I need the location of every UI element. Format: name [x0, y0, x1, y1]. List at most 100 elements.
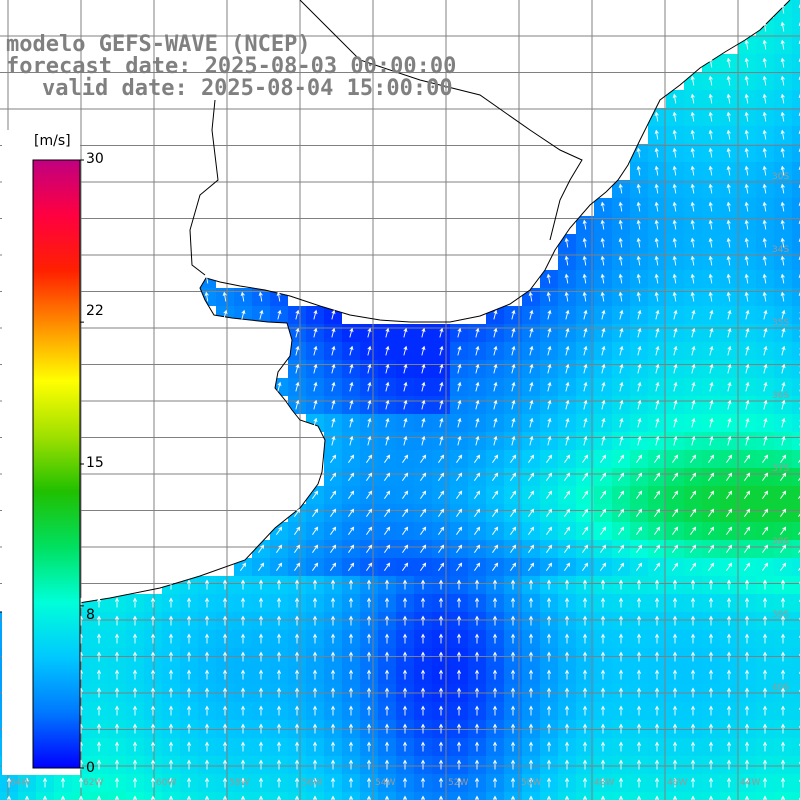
wind-arrow	[475, 327, 480, 338]
wind-arrow	[384, 508, 391, 517]
wind-arrow	[798, 183, 800, 189]
wind-arrow	[654, 795, 660, 800]
wind-arrow	[655, 435, 660, 446]
wind-arrow	[348, 526, 355, 535]
wind-arrow	[474, 633, 480, 644]
wind-arrow	[204, 273, 209, 284]
wind-arrow	[222, 705, 228, 716]
wind-arrow	[618, 669, 624, 680]
wind-arrow	[420, 544, 427, 553]
wind-arrow	[510, 597, 516, 608]
wind-arrow	[564, 562, 571, 571]
latitude-label: 34S	[772, 245, 790, 255]
wind-arrow	[295, 363, 300, 374]
wind-arrow	[222, 741, 228, 752]
wind-arrow	[691, 309, 696, 320]
wind-arrow	[403, 435, 408, 446]
wind-arrow	[582, 454, 589, 463]
wind-arrow	[276, 687, 282, 698]
wind-arrow	[367, 381, 372, 392]
wind-arrow	[546, 651, 552, 662]
wind-arrow	[745, 417, 750, 428]
wind-arrow	[492, 669, 498, 680]
wind-arrow	[456, 454, 463, 463]
wind-arrow	[529, 309, 534, 320]
wind-arrow	[456, 562, 463, 571]
wind-arrow	[780, 291, 785, 302]
wind-arrow	[420, 651, 426, 662]
wind-arrow	[186, 705, 192, 716]
wind-arrow	[114, 597, 120, 608]
wind-arrow	[691, 417, 696, 428]
wind-arrow	[384, 633, 390, 644]
wind-arrow	[366, 723, 372, 734]
wind-arrow	[492, 526, 499, 535]
wind-arrow	[259, 309, 264, 320]
wind-arrow	[546, 562, 553, 571]
wind-arrow	[547, 435, 552, 446]
wind-arrow	[709, 345, 714, 356]
wind-arrow	[708, 633, 714, 644]
wind-arrow	[744, 633, 750, 644]
wind-arrow	[745, 435, 750, 446]
wind-arrow	[150, 795, 156, 800]
wind-arrow	[672, 291, 677, 302]
wind-arrow	[456, 705, 462, 716]
wind-arrow	[402, 705, 408, 716]
wind-arrow	[726, 651, 732, 662]
wind-arrow	[708, 273, 713, 284]
wind-arrow	[96, 759, 102, 770]
wind-arrow	[294, 687, 300, 698]
wind-arrow	[366, 508, 373, 517]
wind-arrow	[438, 723, 444, 734]
wind-arrow	[654, 777, 660, 788]
wind-arrow	[583, 309, 588, 320]
wind-arrow	[780, 651, 786, 662]
wind-arrow	[618, 759, 624, 770]
wind-arrow	[708, 597, 714, 608]
wind-arrow	[636, 795, 642, 800]
wind-arrow	[6, 777, 12, 788]
wind-arrow	[312, 597, 318, 608]
wind-arrow	[762, 273, 767, 284]
wind-arrow	[421, 417, 426, 428]
wind-arrow	[690, 777, 696, 788]
wind-arrow	[690, 75, 695, 86]
wind-arrow	[510, 633, 516, 644]
wind-arrow	[600, 579, 606, 590]
wind-arrow	[672, 219, 677, 230]
wind-arrow	[366, 562, 373, 571]
wind-arrow	[528, 705, 534, 716]
wind-arrow	[511, 363, 516, 374]
wind-arrow	[654, 273, 659, 284]
wind-arrow	[294, 795, 300, 800]
wind-arrow	[492, 454, 499, 463]
wind-arrow	[403, 345, 408, 356]
wind-arrow	[168, 795, 174, 800]
wind-arrow	[763, 345, 768, 356]
wind-arrow	[439, 417, 444, 428]
wind-arrow	[438, 651, 444, 662]
wind-arrow	[186, 687, 192, 698]
wind-arrow	[798, 165, 800, 171]
wind-arrow	[564, 526, 571, 535]
wind-arrow	[781, 399, 786, 410]
wind-arrow	[438, 795, 444, 800]
wind-arrow	[672, 147, 677, 158]
wind-arrow	[636, 526, 643, 535]
wind-arrow	[762, 562, 769, 571]
wind-arrow	[510, 723, 516, 734]
wind-arrow	[708, 687, 714, 698]
wind-arrow	[168, 597, 174, 608]
wind-arrow	[690, 129, 695, 140]
wind-arrow	[708, 544, 715, 553]
wind-arrow	[564, 291, 569, 302]
wind-arrow	[349, 435, 354, 446]
wind-arrow	[582, 651, 588, 662]
wind-arrow	[637, 417, 642, 428]
wind-arrow	[276, 633, 282, 644]
wind-arrow	[313, 309, 318, 320]
wind-arrow	[529, 417, 534, 428]
wind-arrow	[654, 147, 659, 158]
wind-arrow	[294, 562, 301, 571]
